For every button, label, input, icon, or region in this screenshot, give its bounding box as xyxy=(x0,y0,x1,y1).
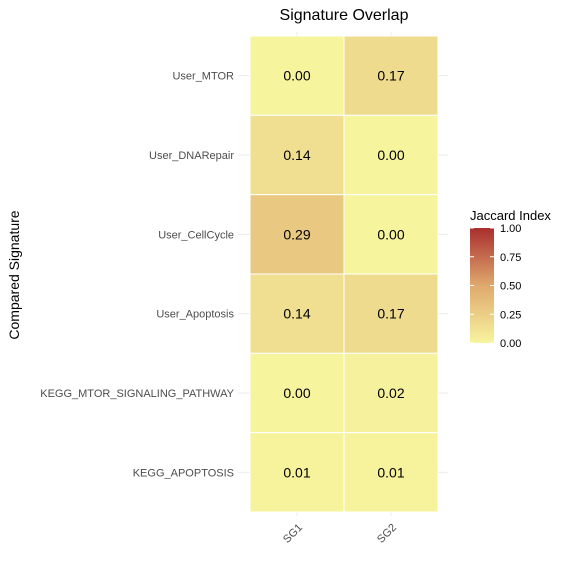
cell-value-label: 0.17 xyxy=(377,306,404,322)
legend-tick-label: 0.25 xyxy=(500,309,521,321)
legend-tick-label: 0.75 xyxy=(500,252,521,264)
x-tick-label: SG2 xyxy=(375,522,399,546)
cell-value-label: 0.01 xyxy=(283,464,310,480)
legend-tick-label: 0.50 xyxy=(500,281,521,293)
y-tick-label: KEGG_MTOR_SIGNALING_PATHWAY xyxy=(40,388,234,400)
heatmap-cell xyxy=(343,432,439,513)
heatmap-cell xyxy=(249,273,345,354)
y-tick-label: User_Apoptosis xyxy=(156,309,234,321)
heatmap-cell xyxy=(249,35,345,116)
y-tick-label: User_DNARepair xyxy=(149,150,234,162)
legend-ticks: 1.00 0.75 0.50 0.25 0.00 xyxy=(470,223,521,350)
legend-tick-label: 1.00 xyxy=(500,223,521,235)
cell-value-label: 0.00 xyxy=(283,68,310,84)
chart-title: Signature Overlap xyxy=(280,7,409,24)
cell-value-label: 0.00 xyxy=(377,147,404,163)
cell-value-label: 0.29 xyxy=(283,226,310,242)
legend-tick-label: 0.00 xyxy=(500,338,521,350)
cell-value-label: 0.00 xyxy=(283,385,310,401)
legend-title: Jaccard Index xyxy=(470,208,551,223)
y-tick-label: User_MTOR xyxy=(172,71,234,83)
heatmap-cell xyxy=(343,114,439,196)
x-tick-label: SG1 xyxy=(281,522,305,546)
cell-value-label: 0.02 xyxy=(377,385,404,401)
cell-value-label: 0.14 xyxy=(283,147,310,163)
heatmap-cells: 0.00 0.17 0.14 0.00 0.29 0.00 0.14 0.17 0.00 0.02… xyxy=(249,35,439,513)
cell-value-label: 0.17 xyxy=(377,68,404,84)
y-tick-label: User_CellCycle xyxy=(158,229,234,241)
cell-value-label: 0.00 xyxy=(377,226,404,242)
heatmap-cell xyxy=(249,432,345,513)
heatmap-cell xyxy=(343,273,439,354)
x-axis-ticks: SG1 SG2 xyxy=(281,522,399,546)
y-axis-ticks: User_MTOR User_DNARepair User_CellCycle Use… xyxy=(40,71,234,480)
heatmap-cell xyxy=(343,352,439,434)
heatmap-cell xyxy=(249,114,345,196)
heatmap-cell xyxy=(343,194,439,275)
cell-value-label: 0.01 xyxy=(377,464,404,480)
y-axis-label: Compared Signature xyxy=(6,210,22,339)
y-tick-label: KEGG_APOPTOSIS xyxy=(133,467,234,479)
heatmap-cell xyxy=(343,35,439,116)
cell-value-label: 0.14 xyxy=(283,306,310,322)
